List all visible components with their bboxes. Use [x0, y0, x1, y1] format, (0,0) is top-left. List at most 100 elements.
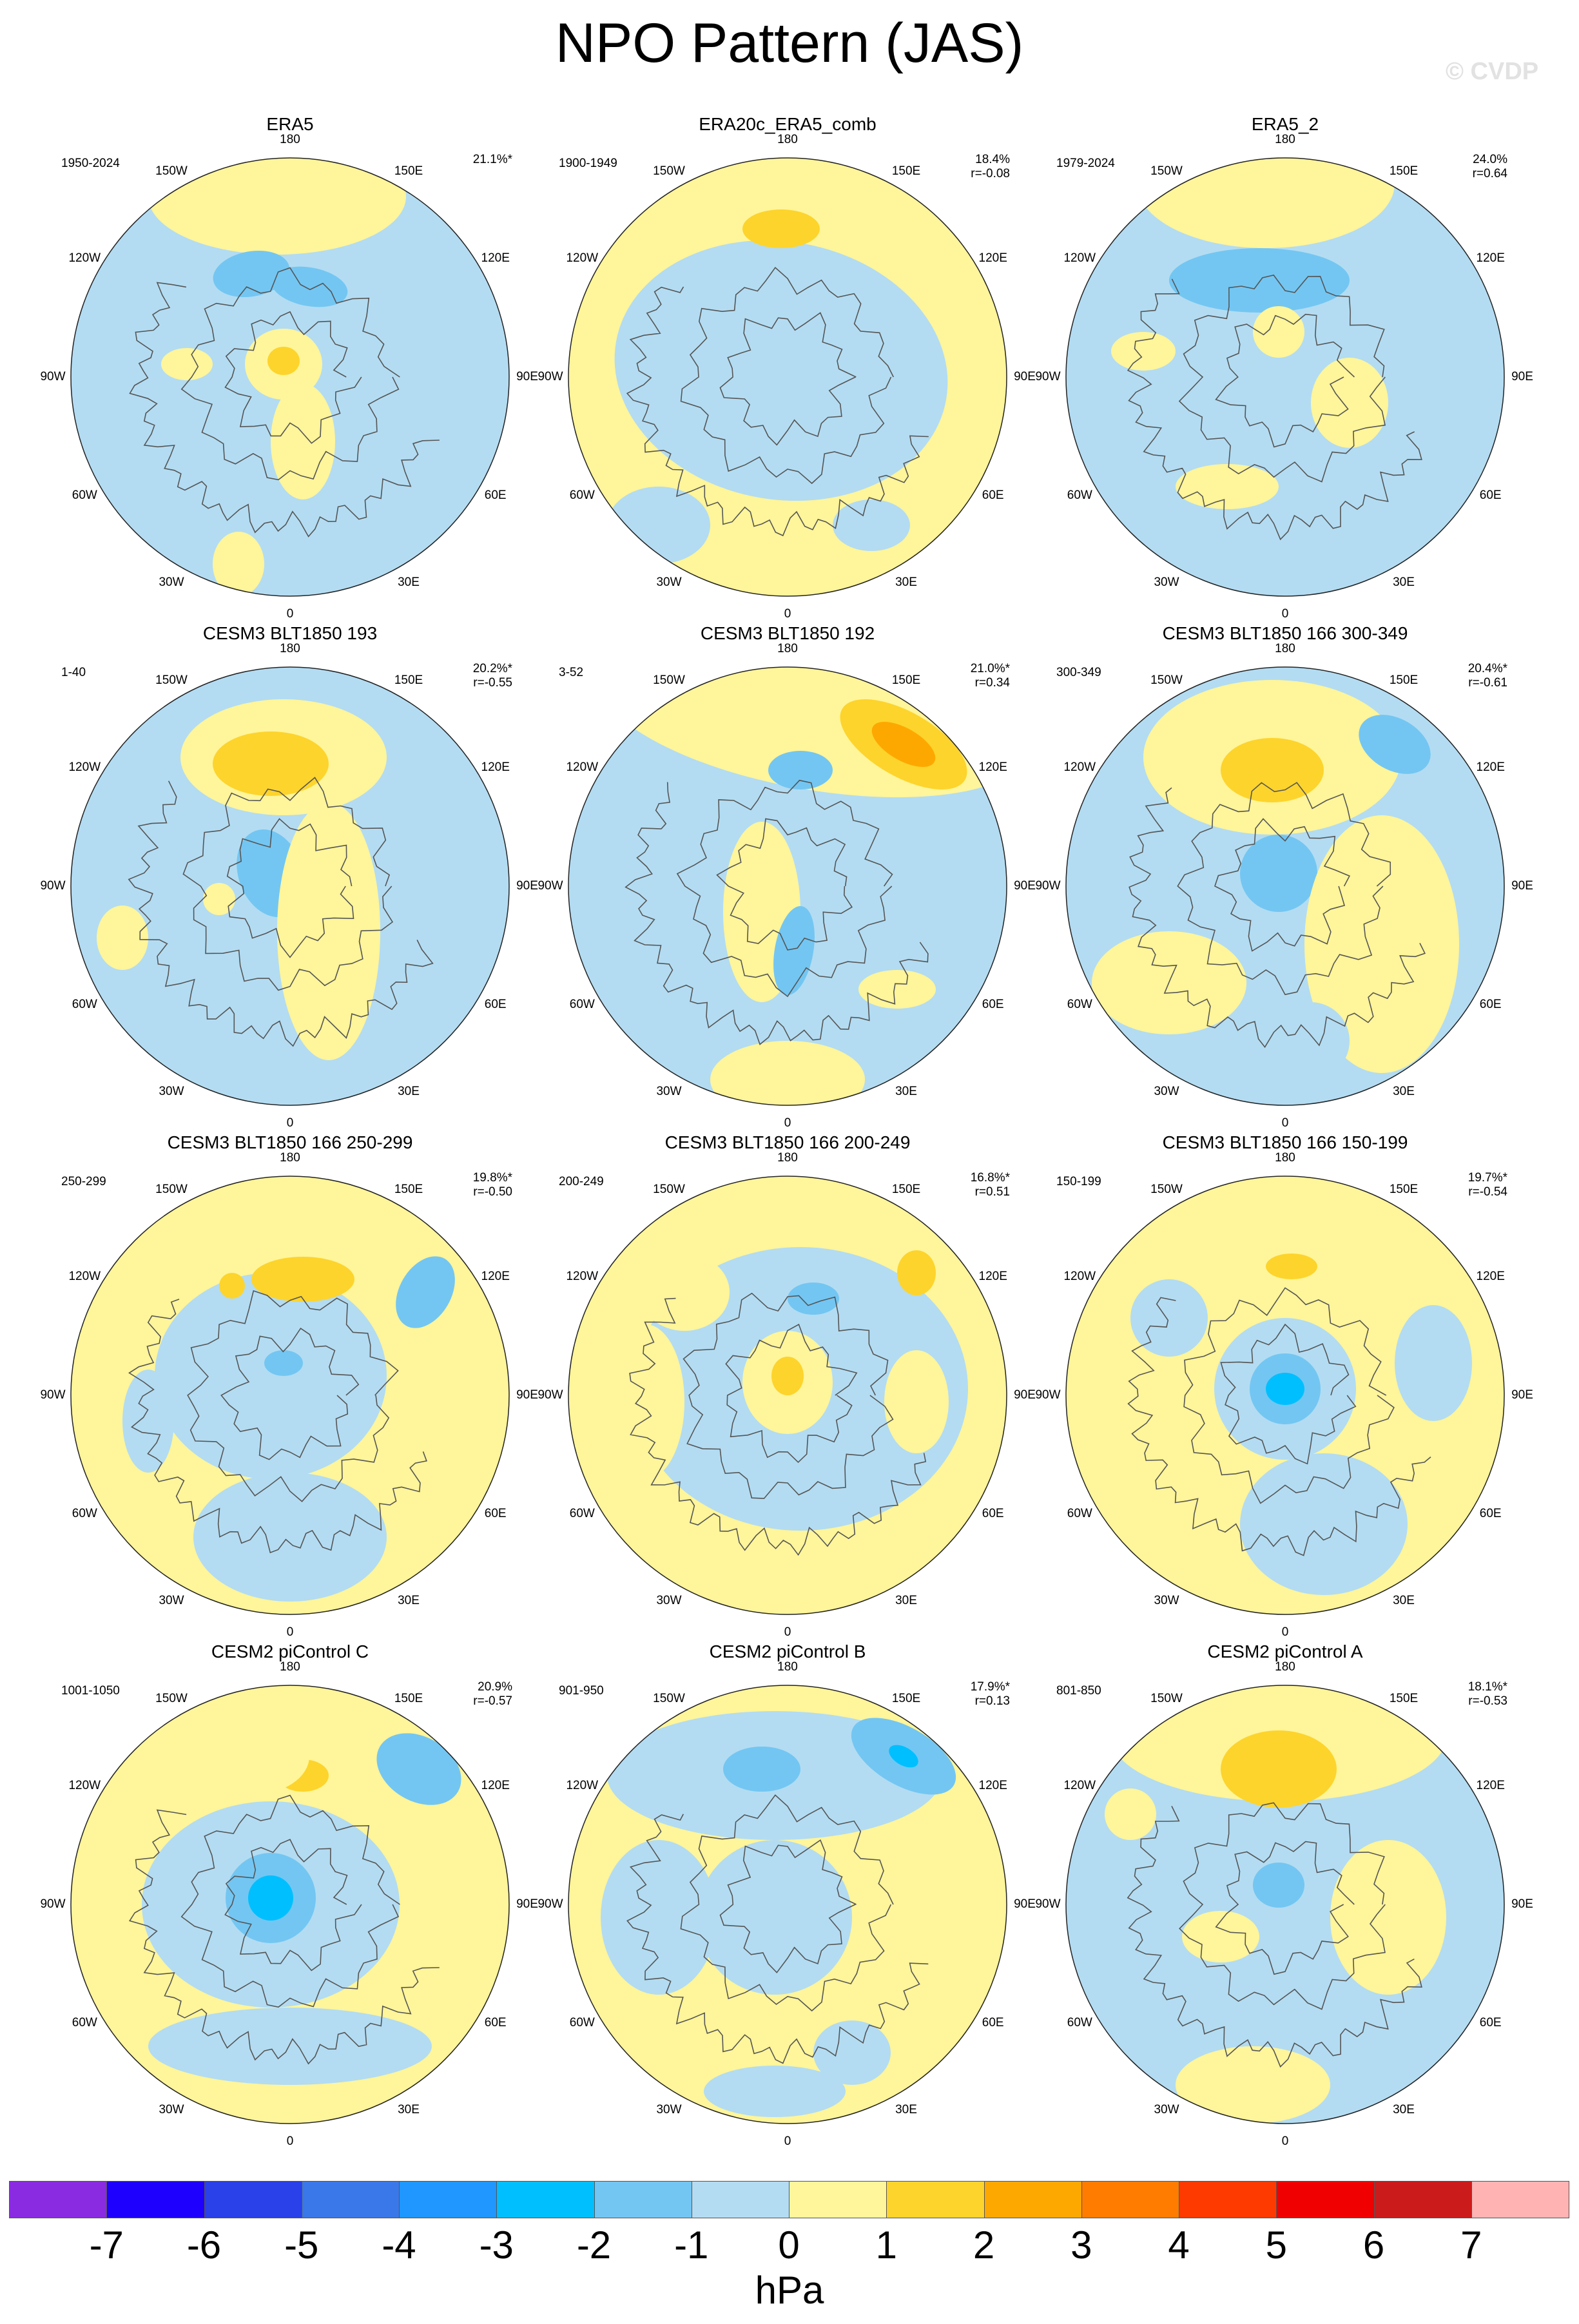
coastline: [1127, 275, 1422, 541]
longitude-label: 30E: [895, 575, 917, 589]
anomaly-contour: [614, 240, 948, 501]
panel-variance-pct: 18.4%: [975, 153, 1010, 166]
longitude-label: 30W: [656, 1593, 682, 1607]
longitude-label: 150W: [653, 1692, 685, 1706]
longitude-label: 30W: [159, 2102, 184, 2116]
anomaly-contour: [607, 1324, 684, 1479]
longitude-label: 90E: [1511, 370, 1533, 383]
anomaly-contour: [248, 1875, 293, 1921]
polar-map: [568, 157, 1007, 597]
longitude-label: 120W: [1063, 1779, 1096, 1792]
longitude-label: 60W: [569, 998, 595, 1011]
colorbar-swatch: [1276, 2181, 1375, 2218]
panel-variance-pct: 18.1%*: [1468, 1680, 1507, 1694]
panel-pattern-correlation: r=0.51: [974, 1185, 1010, 1199]
longitude-label: 0: [286, 1625, 294, 1639]
longitude-label: 60W: [569, 489, 595, 502]
panel-variance-pct: 20.4%*: [1468, 662, 1507, 675]
anomaly-contour: [768, 751, 833, 789]
longitude-label: 90E: [1511, 879, 1533, 893]
longitude-label: 120W: [68, 1779, 101, 1792]
panel-period: 150-199: [1056, 1175, 1101, 1188]
longitude-label: 120E: [978, 251, 1007, 265]
panel-pattern-correlation: r=0.34: [974, 676, 1010, 690]
longitude-label: 120W: [1063, 760, 1096, 774]
longitude-label: 30W: [656, 2102, 682, 2116]
longitude-label: 30E: [1393, 1593, 1415, 1607]
anomaly-contour: [833, 499, 910, 551]
panel-period: 250-299: [61, 1175, 106, 1188]
anomaly-contour: [1176, 2046, 1330, 2124]
coastline: [1127, 1287, 1431, 1556]
anomaly-contour: [889, 1745, 918, 1768]
longitude-label: 0: [784, 1625, 791, 1639]
panel-title: ERA20c_ERA5_comb: [699, 114, 877, 134]
longitude-label: 0: [784, 607, 791, 621]
panel-variance-pct: 20.9%: [478, 1680, 512, 1694]
longitude-label: 30W: [1154, 2102, 1179, 2116]
longitude-label: 90W: [1035, 1388, 1061, 1402]
coastline: [629, 1292, 927, 1556]
longitude-label: 60E: [982, 2016, 1004, 2029]
panel-period: 801-850: [1056, 1684, 1101, 1698]
panel-title: CESM3 BLT1850 166 250-299: [167, 1132, 413, 1152]
anomaly-contour: [1253, 1863, 1304, 1908]
longitude-label: 30W: [1154, 1593, 1179, 1607]
map-panel: CESM3 BLT1850 166 200-249 200-249 16.8%* r=…: [536, 1131, 1039, 1647]
longitude-label: 150W: [653, 164, 685, 179]
colorbar-tick-label: -5: [284, 2223, 319, 2267]
longitude-label: 60E: [484, 2016, 507, 2029]
longitude-label: 150E: [394, 1183, 423, 1197]
longitude-label: 60W: [1067, 1507, 1092, 1520]
anomaly-contour: [193, 1718, 309, 1795]
longitude-label: 30W: [656, 1084, 682, 1098]
longitude-label: 120E: [481, 1270, 510, 1283]
longitude-label: 150E: [394, 673, 423, 688]
longitude-label: 180: [1275, 642, 1295, 655]
anomaly-contour: [213, 731, 329, 796]
anomaly-contour: [1395, 1305, 1472, 1421]
longitude-label: 90E: [1014, 1388, 1036, 1402]
longitude-label: 60W: [72, 2016, 97, 2029]
longitude-label: 30E: [398, 2102, 420, 2116]
anomaly-contour: [213, 250, 290, 298]
colorbar-swatch: [1081, 2181, 1179, 2218]
map-panel: CESM3 BLT1850 193 1-40 20.2%* r=-0.55 180 150…: [39, 622, 541, 1138]
longitude-label: 150W: [1150, 1692, 1183, 1706]
panel-pattern-correlation: r=-0.54: [1468, 1185, 1507, 1199]
longitude-label: 150E: [394, 1692, 423, 1706]
longitude-label: 60E: [1479, 1507, 1502, 1520]
anomaly-contour: [161, 348, 213, 380]
longitude-label: 90E: [1014, 879, 1036, 893]
longitude-label: 60W: [72, 998, 97, 1011]
anomaly-contour: [1253, 306, 1304, 358]
longitude-label: 60E: [1479, 998, 1502, 1011]
panel-period: 200-249: [559, 1175, 604, 1188]
coastline: [626, 1794, 929, 2064]
colorbar-swatch: [886, 2181, 985, 2218]
coastline: [1129, 782, 1426, 1049]
colorbar-units: hPa: [755, 2269, 824, 2312]
anomaly-contour: [601, 1840, 717, 1995]
anomaly-contour: [639, 1254, 730, 1331]
anomaly-contour: [704, 2066, 846, 2117]
anomaly-contour: [742, 1547, 781, 1579]
longitude-label: 180: [777, 1660, 798, 1674]
colorbar-swatch: [1373, 2181, 1472, 2218]
map-border: [70, 157, 510, 597]
longitude-label: 60E: [1479, 2016, 1502, 2029]
longitude-label: 150W: [1150, 164, 1183, 179]
longitude-label: 120W: [68, 1270, 101, 1283]
longitude-label: 90W: [538, 1388, 563, 1402]
page-title: NPO Pattern (JAS): [555, 12, 1024, 74]
map-border: [568, 666, 1007, 1106]
map-border: [1065, 666, 1505, 1106]
longitude-label: 30E: [1393, 1084, 1415, 1098]
panel-title: CESM3 BLT1850 166 150-199: [1162, 1132, 1408, 1152]
colorbar-tick-label: 1: [875, 2223, 897, 2267]
longitude-label: 60W: [1067, 489, 1092, 502]
anomaly-contour: [264, 1350, 303, 1376]
longitude-label: 90E: [1511, 1388, 1533, 1402]
anomaly-contour: [697, 1840, 852, 1995]
longitude-label: 120E: [978, 760, 1007, 774]
